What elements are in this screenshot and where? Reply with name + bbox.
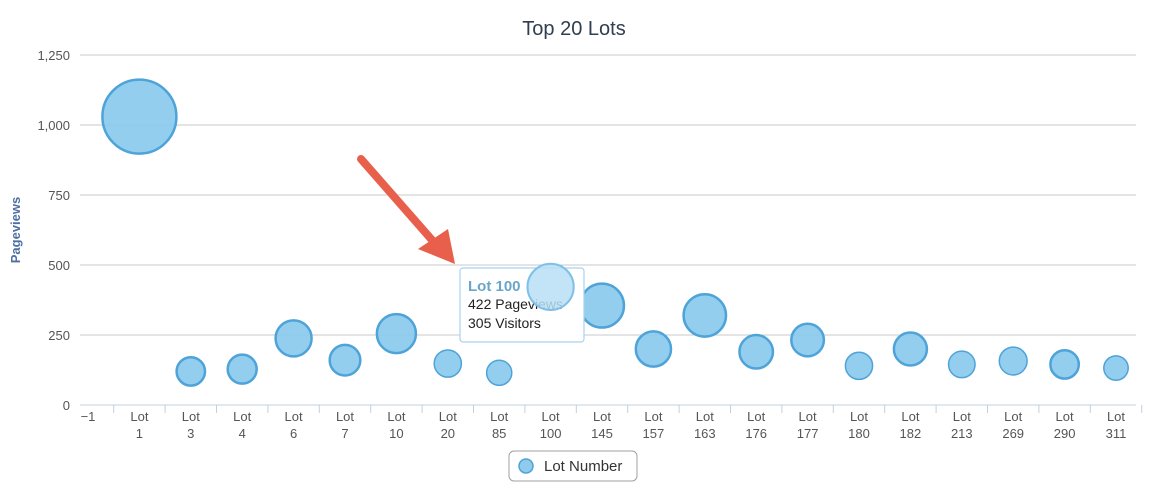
x-tick-label: Lot [799,409,817,424]
y-axis-label: Pageviews [8,197,23,264]
x-tick-label: 269 [1002,426,1024,441]
bubble [844,351,874,381]
bubble [274,319,313,358]
bubble [226,353,258,385]
bubble [375,312,418,355]
x-tick-label: 10 [389,426,403,441]
bubble [101,78,178,155]
x-tick-label: 182 [900,426,922,441]
bubble [1049,348,1081,380]
x-tick-label: 311 [1106,426,1127,441]
x-tick-label: 3 [187,426,194,441]
x-tick-label: Lot [130,409,148,424]
x-tick-label: Lot [953,409,971,424]
x-tick-label: Lot [542,409,560,424]
bubble [892,331,929,367]
y-tick-label: 250 [48,328,70,343]
legend-box [508,450,638,482]
y-tick-label: 1,250 [37,48,70,63]
bubble [634,330,673,368]
x-tick-label: 290 [1054,426,1076,441]
bubble-hovered [526,262,575,311]
x-tick-label: 100 [540,426,562,441]
bubble [578,282,626,329]
bubble [738,333,775,370]
bubble [175,355,207,387]
x-tick-label: Lot [182,409,200,424]
x-tick-label: −1 [81,409,96,424]
x-tick-label: 1 [136,426,143,441]
x-tick-label: 85 [492,426,506,441]
x-tick-label: 163 [694,426,716,441]
legend[interactable]: Lot Number [508,450,638,482]
legend-marker [518,458,534,474]
y-axis-ticks: 0 250 500 750 1,000 1,250 [37,48,70,413]
bubble-series [101,78,1129,387]
x-tick-label: 20 [441,426,455,441]
grid-lines [80,54,1136,406]
x-tick-label: Lot [1004,409,1022,424]
bubble [328,343,362,377]
x-tick-label: 176 [745,426,767,441]
x-tick-label: Lot [1107,409,1125,424]
x-tick-label: 157 [643,426,665,441]
x-tick-label: Lot [593,409,611,424]
annotation-arrow [357,155,455,264]
x-tick-label: Lot [336,409,354,424]
x-tick-label: Lot [901,409,919,424]
bubble [947,350,976,379]
bubble [433,349,463,378]
bubble [682,292,728,338]
arrow-shaft [357,155,436,244]
arrow-head [418,229,455,264]
tooltip-line: 305 Visitors [468,315,541,331]
x-tick-label: 213 [951,426,973,441]
y-tick-label: 500 [48,258,70,273]
bubble [1103,355,1129,381]
bubble [485,359,513,387]
x-tick-label: Lot [439,409,457,424]
tooltip-title: Lot 100 [468,278,521,295]
legend-label: Lot Number [544,458,622,475]
bubble [790,322,826,358]
x-tick-label: Lot [850,409,868,424]
y-tick-label: 1,000 [37,118,70,133]
x-tick-label: 180 [848,426,870,441]
y-tick-label: 750 [48,188,70,203]
x-tick-label: Lot [696,409,714,424]
x-tick-label: Lot [644,409,662,424]
x-tick-label: 145 [591,426,613,441]
x-tick-label: Lot [233,409,251,424]
x-tick-label: 7 [341,426,348,441]
x-tick-label: 177 [797,426,819,441]
x-tick-label: 4 [239,426,246,441]
x-tick-label: Lot [747,409,765,424]
x-tick-label: 6 [290,426,297,441]
chart-title: Top 20 Lots [522,18,625,40]
x-tick-label: Lot [285,409,303,424]
x-tick-label: Lot [490,409,508,424]
bubble [998,346,1028,376]
x-axis: −1 Lot 1 Lot 3 Lot 4 Lot 6 Lot 7 Lot 10 Lot 20 Lot 85 Lot… [81,405,1143,441]
y-tick-label: 0 [63,398,70,413]
x-tick-label: Lot [387,409,405,424]
x-tick-label: Lot [1056,409,1074,424]
